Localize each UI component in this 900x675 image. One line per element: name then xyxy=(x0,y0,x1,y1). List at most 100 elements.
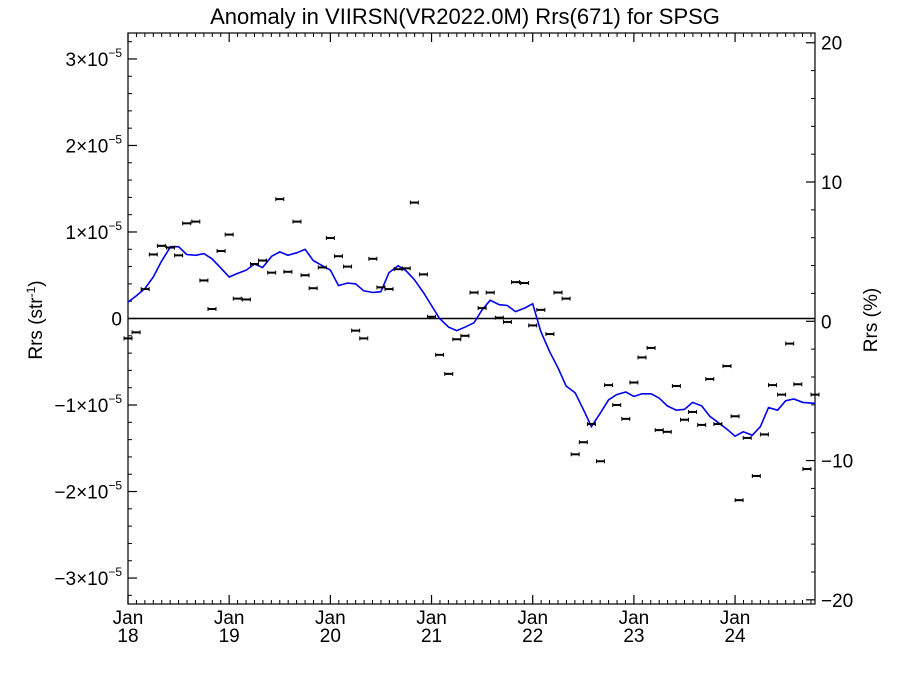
data-point xyxy=(351,328,361,333)
x-tick-month: Jan xyxy=(517,608,548,629)
data-point xyxy=(140,287,150,292)
x-tick-year: 18 xyxy=(117,626,138,647)
y-tick-label: 0 xyxy=(111,310,122,331)
data-point xyxy=(427,314,437,319)
x-tick-year: 24 xyxy=(724,626,746,647)
data-point xyxy=(646,345,656,350)
data-point xyxy=(705,377,715,382)
data-point xyxy=(325,236,335,241)
x-tick-year: 23 xyxy=(623,626,644,647)
data-point xyxy=(258,258,268,263)
y-tick-label: 2×10−5 xyxy=(66,132,123,157)
data-point xyxy=(249,261,259,266)
x-tick-year: 21 xyxy=(421,626,442,647)
data-point xyxy=(561,296,571,301)
data-point xyxy=(460,333,470,338)
data-point xyxy=(586,422,596,427)
y2-tick-label: 0 xyxy=(821,312,832,333)
data-point xyxy=(671,383,681,388)
data-point xyxy=(275,197,285,202)
data-point xyxy=(604,383,614,388)
data-point xyxy=(283,269,293,274)
x-tick-year: 22 xyxy=(522,626,543,647)
y-tick-label: −3×10−5 xyxy=(54,565,122,590)
data-point xyxy=(621,416,631,421)
data-point xyxy=(368,256,378,261)
data-point xyxy=(810,392,820,397)
data-point xyxy=(511,280,521,285)
data-point xyxy=(182,221,192,226)
data-point xyxy=(384,287,394,292)
data-point xyxy=(520,281,530,286)
y-tick-label: 3×10−5 xyxy=(66,46,123,71)
y2-axis-title: Rrs (%) xyxy=(861,288,882,352)
data-point xyxy=(292,219,302,224)
data-point xyxy=(469,290,479,295)
data-point xyxy=(300,273,310,278)
data-point xyxy=(418,272,428,277)
data-point xyxy=(730,414,740,419)
data-point xyxy=(528,323,538,328)
data-point xyxy=(545,332,555,337)
data-point xyxy=(191,219,201,224)
data-point xyxy=(768,383,778,388)
data-point xyxy=(502,319,512,324)
data-point xyxy=(536,307,546,312)
data-point xyxy=(343,264,353,269)
data-point xyxy=(409,200,419,205)
data-point xyxy=(742,435,752,440)
data-point xyxy=(578,440,588,445)
x-tick-month: Jan xyxy=(113,608,144,629)
data-point xyxy=(734,498,744,503)
data-point xyxy=(596,459,606,464)
data-point xyxy=(241,297,251,302)
data-point xyxy=(131,330,141,335)
x-tick-year: 19 xyxy=(219,626,240,647)
x-tick-month: Jan xyxy=(315,608,346,629)
x-tick-month: Jan xyxy=(416,608,447,629)
y-tick-label: −2×10−5 xyxy=(54,479,122,504)
data-point xyxy=(156,243,166,248)
y2-tick-labels: 20 10 0 −10 −20 xyxy=(821,34,853,612)
data-point xyxy=(485,290,495,295)
data-point xyxy=(444,371,454,376)
data-point xyxy=(224,232,234,237)
data-point xyxy=(654,428,664,433)
data-point xyxy=(308,286,318,291)
x-tick-month: Jan xyxy=(214,608,245,629)
x-tick-year: 20 xyxy=(320,626,341,647)
y-tick-labels: 3×10−5 2×10−5 1×10−5 0 −1×10−5 −2×10−5 −3×10−5 xyxy=(54,46,122,590)
data-point xyxy=(688,409,698,414)
data-point xyxy=(662,429,672,434)
data-point xyxy=(722,364,732,369)
data-point xyxy=(333,254,343,259)
y2-tick-label: 10 xyxy=(821,173,842,194)
y-tick-label: 1×10−5 xyxy=(66,219,123,244)
data-point xyxy=(174,253,184,258)
y2-tick-label: 20 xyxy=(821,34,842,55)
y2-tick-label: −20 xyxy=(821,591,853,612)
data-point xyxy=(777,392,787,397)
data-point xyxy=(612,403,622,408)
data-point xyxy=(216,249,226,254)
data-point xyxy=(359,336,369,341)
data-point xyxy=(199,278,209,283)
y2-tick-label: −10 xyxy=(821,452,853,473)
data-point xyxy=(435,352,445,357)
data-point xyxy=(148,252,158,257)
data-point xyxy=(165,245,175,250)
data-point xyxy=(267,270,277,275)
data-point xyxy=(697,422,707,427)
data-point xyxy=(679,417,689,422)
data-point xyxy=(793,382,803,387)
data-point xyxy=(452,337,462,342)
y-tick-label: −1×10−5 xyxy=(54,392,122,417)
data-point xyxy=(802,467,812,472)
y-axis-title: Rrs (str-1) xyxy=(24,280,47,359)
data-point xyxy=(637,355,647,360)
plot-area xyxy=(123,32,820,605)
trend-line xyxy=(127,245,816,438)
data-point xyxy=(713,422,723,427)
